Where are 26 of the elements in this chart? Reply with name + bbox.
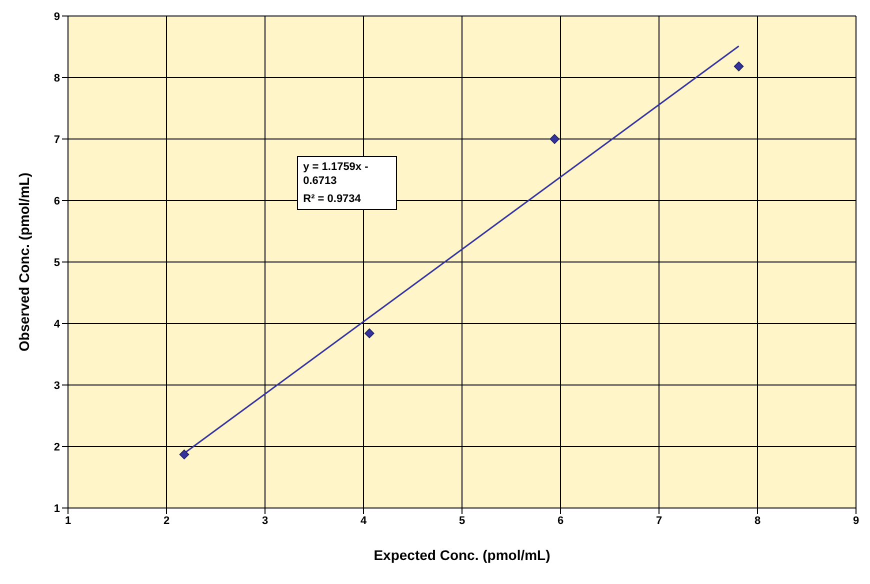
y-axis-title: Observed Conc. (pmol/mL) — [16, 172, 32, 352]
y-tick-label: 2 — [54, 441, 60, 454]
x-tick-label: 3 — [262, 514, 268, 527]
x-tick-label: 9 — [852, 514, 860, 527]
y-tick-label: 1 — [54, 502, 60, 515]
point — [179, 450, 190, 460]
y-tick-label: 3 — [54, 380, 60, 392]
y-tick-label: 8 — [54, 72, 60, 84]
x-tick-label: 2 — [163, 514, 170, 527]
y-tick-label: 6 — [54, 195, 60, 208]
x-tick-label: 8 — [754, 514, 761, 527]
x-tick-label: 5 — [458, 514, 466, 527]
x-tick-label: 1 — [64, 514, 72, 527]
point — [734, 62, 744, 72]
x-tick-label: 4 — [360, 514, 368, 527]
point — [550, 134, 560, 144]
x-axis-title: Expected Conc. (pmol/mL) — [374, 547, 550, 563]
y-tick-label: 5 — [54, 256, 60, 269]
y-tick-label: 7 — [54, 134, 60, 146]
y-tick-label: 9 — [54, 10, 60, 23]
x-tick-label: 7 — [656, 514, 662, 527]
annotation: y = 1.1759x - 0.6713 — [303, 160, 370, 188]
x-tick-label: 6 — [557, 514, 564, 527]
point — [364, 328, 374, 338]
annotation: R² = 0.9734 — [303, 192, 362, 206]
y-tick-label: 4 — [54, 318, 61, 330]
